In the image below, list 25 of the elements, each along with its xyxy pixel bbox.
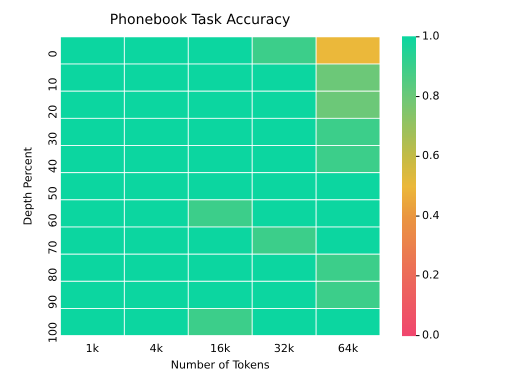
color-bar-label: 0.2 <box>422 268 440 282</box>
y-tick-label: 10 <box>46 78 60 92</box>
x-tick-label: 64k <box>338 342 359 356</box>
y-tick-label: 50 <box>46 186 60 200</box>
y-tick-label: 0 <box>46 50 60 58</box>
y-tick-label: 40 <box>46 159 60 174</box>
x-tick-label: 16k <box>210 342 232 356</box>
y-tick-label: 80 <box>46 268 60 282</box>
color-bar-label: 0.8 <box>422 89 440 102</box>
color-bar-label: 1.0 <box>422 30 440 43</box>
x-axis-title: Number of Tokens <box>170 358 270 372</box>
y-tick-label: 100 <box>46 322 60 344</box>
y-axis-title: Depth Percent <box>21 146 34 226</box>
x-tick-label: 1k <box>86 342 100 356</box>
y-tick-label: 70 <box>46 240 60 255</box>
color-bar-label: 0.0 <box>422 328 440 342</box>
color-bar-label: 0.6 <box>422 149 440 162</box>
y-tick-label: 60 <box>46 213 60 228</box>
y-tick-label: 20 <box>46 104 60 119</box>
chart-title: Phonebook Task Accuracy <box>110 12 290 28</box>
y-tick-label: 90 <box>46 294 60 309</box>
y-tick-label: 30 <box>46 132 60 146</box>
color-bar-label: 0.4 <box>422 208 440 222</box>
x-tick-label: 32k <box>274 342 295 356</box>
x-tick-label: 4k <box>150 342 164 356</box>
